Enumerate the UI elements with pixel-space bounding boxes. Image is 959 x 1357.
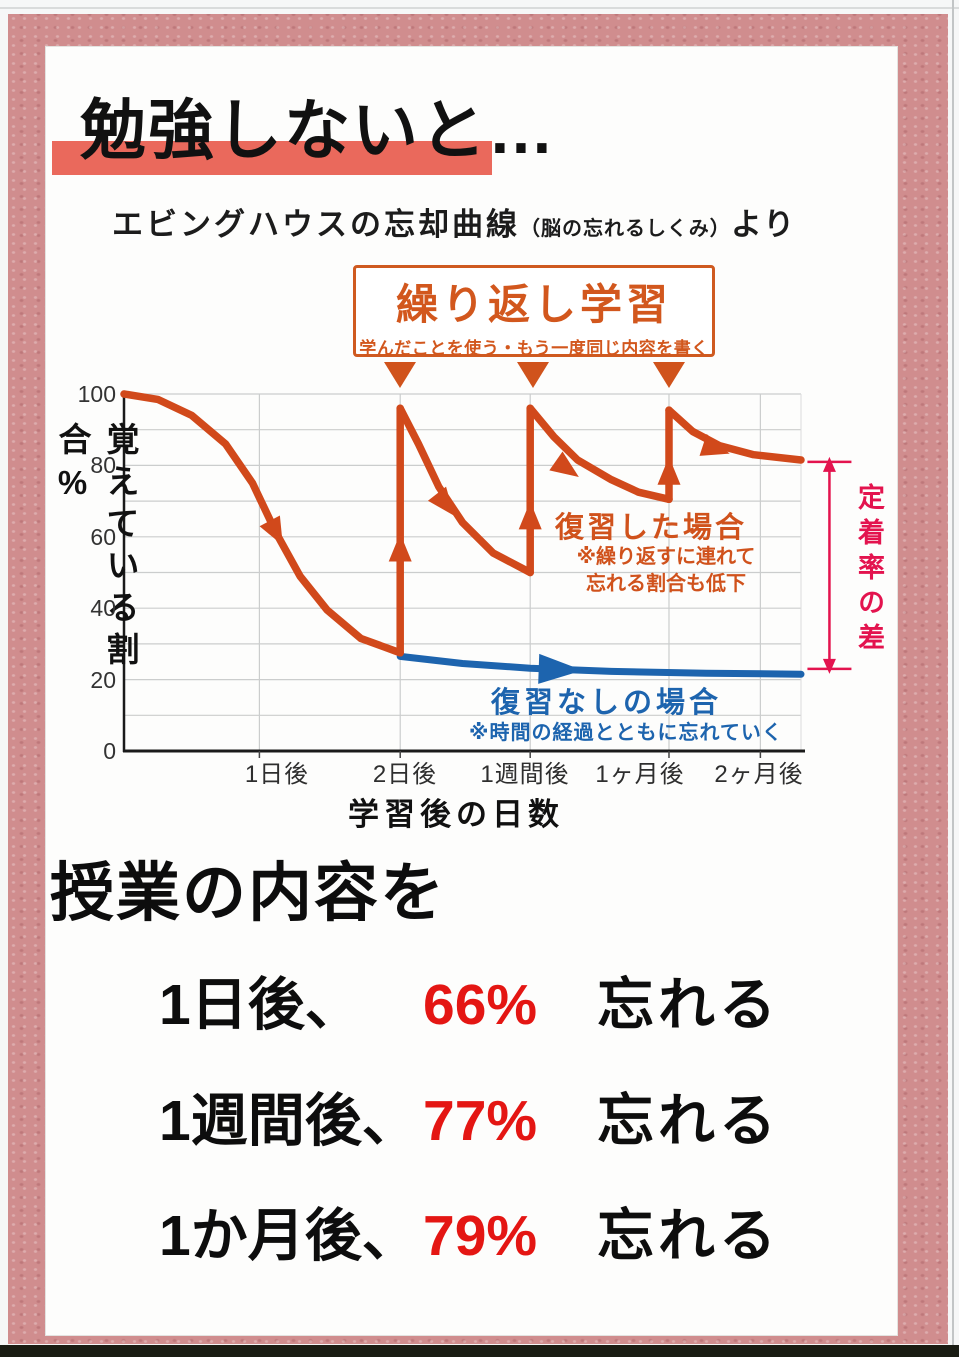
review-marker-triangle-icon: [517, 362, 549, 388]
series-note-with-review-line2: 忘れる割合も低下: [586, 573, 746, 595]
conclusion-percent: 77%: [423, 1089, 538, 1153]
title-highlight-bar: [52, 141, 492, 175]
y-tick-80: 80: [90, 452, 116, 478]
conclusion-when: 1か月後、: [159, 1204, 419, 1268]
scan-right-edge-line: [952, 0, 954, 1345]
x-tick-1month: 1ヶ月後: [595, 761, 685, 788]
conclusion-row-1week: 1週間後、 77% 忘れる: [159, 1075, 780, 1157]
conclusion-percent: 79%: [423, 1204, 538, 1268]
y-tick-100: 100: [77, 381, 116, 407]
series-note-with-review-line1: ※繰り返すに連れて: [576, 546, 756, 568]
conclusion-row-1month: 1か月後、 79% 忘れる: [159, 1190, 780, 1272]
repeat-learning-subtitle: 学んだことを使う・もう一度同じ内容を書く: [359, 339, 709, 358]
scan-edge-line: [0, 7, 959, 9]
conclusion-percent: 66%: [423, 973, 538, 1037]
x-tick-2months: 2ヶ月後: [714, 761, 804, 788]
series-label-with-review: 復習した場合: [555, 512, 748, 544]
retention-gap-label: 定着率の差: [854, 483, 884, 658]
conclusion-when: 1週間後、: [159, 1089, 419, 1153]
conclusion-verb: 忘れる: [597, 973, 780, 1037]
series-note-no-review: ※時間の経過とともに忘れていく: [469, 722, 783, 744]
conclusion-when: 1日後、: [159, 973, 362, 1037]
repeat-learning-box: 繰り返し学習 学んだことを使う・もう一度同じ内容を書く: [353, 265, 715, 358]
subtitle-paren: （脳の忘れるしくみ）: [520, 218, 731, 240]
subtitle-main: エビングハウスの忘却曲線: [112, 207, 520, 242]
x-axis-label: 学習後の日数: [348, 797, 564, 832]
x-tick-1day: 1日後: [244, 761, 310, 788]
y-axis-label: 覚えている割合%: [54, 422, 139, 674]
y-tick-60: 60: [90, 524, 116, 550]
conclusion-verb: 忘れる: [597, 1089, 780, 1153]
x-tick-2days: 2日後: [372, 761, 438, 788]
review-marker-triangle-icon: [653, 362, 685, 388]
x-tick-1week: 1週間後: [480, 761, 570, 788]
scan-bottom-strip: [0, 1345, 959, 1357]
poster-page: 勉強しないと… エビングハウスの忘却曲線（脳の忘れるしくみ）より 繰り返し学習 …: [45, 46, 898, 1336]
forgetting-curve-chart: [120, 390, 852, 758]
subtitle-suffix: より: [730, 207, 797, 242]
repeat-learning-title: 繰り返し学習: [395, 281, 672, 328]
y-tick-40: 40: [90, 595, 116, 621]
series-label-no-review: 復習なしの場合: [491, 687, 723, 719]
y-tick-0: 0: [103, 738, 116, 764]
subtitle: エビングハウスの忘却曲線（脳の忘れるしくみ）より: [112, 199, 796, 244]
conclusion-verb: 忘れる: [597, 1204, 780, 1268]
review-marker-triangle-icon: [384, 362, 416, 388]
series-note-with-review: ※繰り返すに連れて 忘れる割合も低下: [551, 544, 781, 598]
conclusion-row-1day: 1日後、 66% 忘れる: [159, 959, 780, 1041]
conclusion-lead: 授業の内容を: [50, 857, 446, 929]
page-title: 勉強しないと…: [80, 93, 556, 167]
y-tick-20: 20: [90, 667, 116, 693]
